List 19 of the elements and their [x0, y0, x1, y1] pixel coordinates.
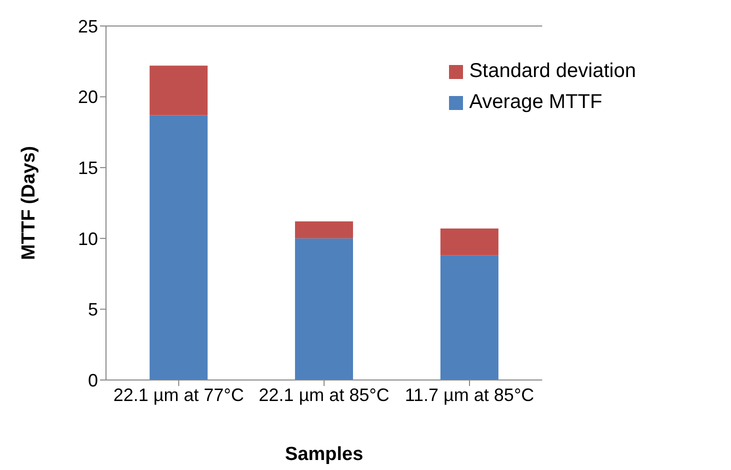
y-tick-label: 5	[88, 300, 98, 320]
bar	[295, 221, 354, 238]
bar	[440, 228, 498, 256]
y-tick-label: 20	[78, 87, 98, 108]
x-tick-label: 22.1 µm at 85°C	[258, 384, 390, 405]
y-tick-label: 10	[78, 228, 98, 249]
y-axis-title: MTTF (Days)	[18, 146, 40, 260]
x-axis-title: Samples	[285, 444, 364, 465]
bar	[150, 115, 208, 380]
bar	[295, 238, 354, 380]
y-tick-label: 25	[78, 16, 98, 36]
bar	[150, 66, 208, 116]
legend-label: Average MTTF	[469, 91, 602, 114]
x-tick-label: 22.1 µm at 77°C	[113, 384, 244, 405]
bar	[440, 255, 498, 380]
y-tick-label: 0	[88, 370, 98, 390]
legend-label: Standard deviation	[469, 60, 636, 83]
y-tick-label: 15	[78, 158, 98, 178]
x-tick-label: 11.7 µm at 85°C	[404, 384, 534, 405]
